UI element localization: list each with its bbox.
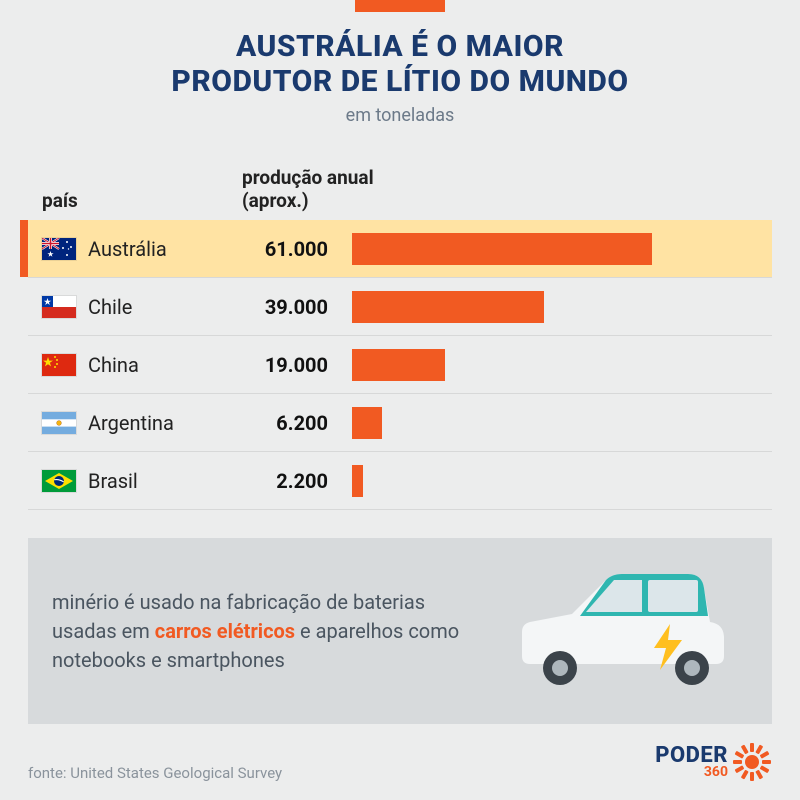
production-value: 19.000 [242,353,352,377]
flag-icon [42,470,76,492]
table-row: Brasil2.200 [28,452,772,510]
flag-icon [42,296,76,318]
bar-cell [352,349,772,381]
note-box: minério é usado na fabricação de bateria… [28,538,772,724]
table-row: Austrália61.000 [28,220,772,278]
country-name: Chile [88,295,242,319]
note-highlight: carros elétricos [155,619,295,643]
bar [352,349,445,381]
table-row: Chile39.000 [28,278,772,336]
footer: fonte: United States Geological Survey P… [28,742,772,782]
header: AUSTRÁLIA É O MAIOR PRODUTOR DE LÍTIO DO… [0,0,800,126]
column-header-country: país [42,189,242,212]
production-value: 2.200 [242,469,352,493]
bar [352,407,382,439]
electric-car-icon [502,566,732,696]
production-value: 6.200 [242,411,352,435]
country-name: Argentina [88,411,242,435]
flag-icon [42,238,76,260]
bar [352,291,544,323]
source-text: fonte: United States Geological Survey [28,764,282,782]
table-row: Argentina6.200 [28,394,772,452]
note-text: minério é usado na fabricação de bateria… [52,588,482,675]
country-name: China [88,353,242,377]
bar-cell [352,233,772,265]
page-subtitle: em toneladas [0,105,800,126]
bar-cell [352,407,772,439]
title-line-2: PRODUTOR DE LÍTIO DO MUNDO [171,64,628,99]
lithium-table: país produção anual (aprox.) Austrália61… [28,166,772,510]
country-name: Brasil [88,469,242,493]
flag-icon [42,412,76,434]
sun-icon [732,742,772,782]
flag-icon [42,354,76,376]
column-header-value: produção anual (aprox.) [242,166,392,212]
bar [352,233,652,265]
bar-cell [352,465,772,497]
country-name: Austrália [88,237,242,261]
production-value: 39.000 [242,295,352,319]
table-header: país produção anual (aprox.) [28,166,772,220]
accent-top-bar [355,0,445,12]
bar-cell [352,291,772,323]
publisher-logo: PODER 360 [655,742,772,782]
page-title: AUSTRÁLIA É O MAIOR PRODUTOR DE LÍTIO DO… [0,30,800,99]
table-row: China19.000 [28,336,772,394]
bar [352,465,363,497]
production-value: 61.000 [242,237,352,261]
title-line-1: AUSTRÁLIA É O MAIOR [236,29,564,64]
